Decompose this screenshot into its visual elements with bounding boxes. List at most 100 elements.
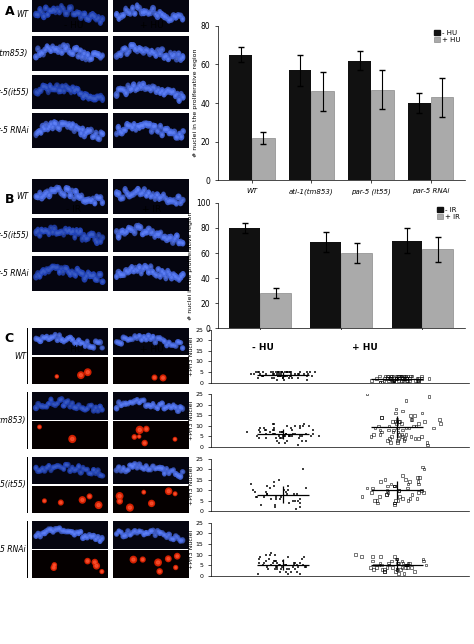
Ellipse shape <box>154 467 157 471</box>
Ellipse shape <box>67 400 69 402</box>
Ellipse shape <box>45 192 46 195</box>
Ellipse shape <box>126 83 130 89</box>
Point <box>256 422 264 433</box>
Ellipse shape <box>132 435 137 439</box>
Ellipse shape <box>173 200 175 202</box>
Y-axis label: +PH3 Nuclei: +PH3 Nuclei <box>189 466 194 504</box>
Point <box>273 375 281 386</box>
Point <box>285 431 293 442</box>
Ellipse shape <box>142 187 146 193</box>
Ellipse shape <box>176 51 181 57</box>
Ellipse shape <box>166 468 167 470</box>
Ellipse shape <box>140 337 144 342</box>
Point <box>388 562 396 573</box>
Ellipse shape <box>51 401 55 406</box>
Ellipse shape <box>118 86 122 92</box>
Point <box>385 373 392 383</box>
Ellipse shape <box>128 463 133 468</box>
Ellipse shape <box>65 401 67 403</box>
Ellipse shape <box>167 471 171 475</box>
Ellipse shape <box>125 402 127 404</box>
Ellipse shape <box>122 535 124 537</box>
Ellipse shape <box>170 470 172 471</box>
Ellipse shape <box>132 229 134 231</box>
Ellipse shape <box>70 52 72 55</box>
Ellipse shape <box>61 231 63 232</box>
Ellipse shape <box>165 128 166 131</box>
Ellipse shape <box>127 504 133 511</box>
Point <box>381 371 389 381</box>
Ellipse shape <box>49 468 53 473</box>
Y-axis label: +PH3 Nuclei: +PH3 Nuclei <box>189 401 194 440</box>
Point <box>264 489 271 500</box>
Ellipse shape <box>71 228 75 234</box>
Ellipse shape <box>89 56 93 61</box>
Point <box>278 367 285 377</box>
Ellipse shape <box>168 534 170 536</box>
Ellipse shape <box>68 88 70 90</box>
Ellipse shape <box>78 228 82 234</box>
Ellipse shape <box>42 531 47 536</box>
Point <box>403 562 411 573</box>
Point <box>296 367 304 377</box>
Ellipse shape <box>123 128 128 133</box>
Ellipse shape <box>131 126 133 129</box>
Ellipse shape <box>51 565 56 571</box>
Ellipse shape <box>123 187 127 193</box>
Ellipse shape <box>46 189 49 194</box>
Ellipse shape <box>176 235 178 237</box>
Ellipse shape <box>131 194 132 196</box>
Ellipse shape <box>130 227 135 233</box>
Point <box>376 377 384 388</box>
Ellipse shape <box>91 468 96 472</box>
Ellipse shape <box>51 10 53 12</box>
Ellipse shape <box>86 17 88 20</box>
Ellipse shape <box>88 18 90 21</box>
Ellipse shape <box>54 48 55 51</box>
Ellipse shape <box>73 468 76 473</box>
Ellipse shape <box>130 531 135 535</box>
Ellipse shape <box>39 53 41 55</box>
Ellipse shape <box>119 13 123 19</box>
Ellipse shape <box>159 230 163 235</box>
Ellipse shape <box>44 49 46 51</box>
Point <box>390 481 398 491</box>
Ellipse shape <box>173 236 177 242</box>
Ellipse shape <box>181 406 184 412</box>
Point <box>286 564 293 574</box>
Ellipse shape <box>70 269 74 274</box>
Ellipse shape <box>116 533 118 535</box>
Ellipse shape <box>117 498 122 504</box>
Ellipse shape <box>50 529 52 531</box>
Point <box>293 566 301 576</box>
Ellipse shape <box>63 340 64 342</box>
Point <box>381 566 388 576</box>
Ellipse shape <box>159 467 161 469</box>
Ellipse shape <box>100 346 104 350</box>
Ellipse shape <box>125 470 127 472</box>
Ellipse shape <box>137 88 138 90</box>
Ellipse shape <box>93 561 96 564</box>
Ellipse shape <box>50 264 54 270</box>
Point <box>279 433 286 444</box>
Ellipse shape <box>82 238 83 240</box>
Ellipse shape <box>84 13 86 15</box>
Ellipse shape <box>158 51 162 57</box>
Ellipse shape <box>75 530 78 535</box>
Ellipse shape <box>68 468 73 473</box>
Ellipse shape <box>53 46 56 52</box>
Ellipse shape <box>161 235 165 240</box>
Ellipse shape <box>134 401 136 402</box>
Ellipse shape <box>128 506 132 509</box>
Point <box>271 429 279 439</box>
Ellipse shape <box>161 196 162 198</box>
Ellipse shape <box>40 404 45 409</box>
Ellipse shape <box>92 560 98 565</box>
Point <box>302 429 310 439</box>
Ellipse shape <box>82 128 83 131</box>
Ellipse shape <box>56 48 61 54</box>
Ellipse shape <box>69 123 70 126</box>
Ellipse shape <box>50 337 52 339</box>
Ellipse shape <box>118 531 119 532</box>
Ellipse shape <box>175 15 177 18</box>
